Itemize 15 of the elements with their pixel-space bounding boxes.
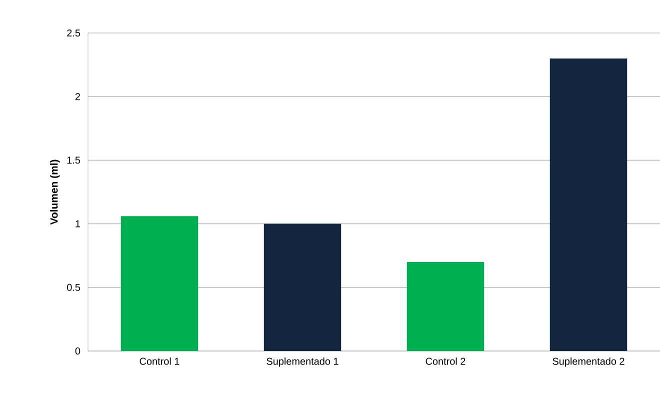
x-tick-label: Suplementado 1 bbox=[266, 358, 338, 367]
bar bbox=[550, 58, 628, 351]
y-tick-label: 2 bbox=[75, 93, 80, 100]
x-tick-label: Control 1 bbox=[140, 358, 180, 365]
y-tick-label: 1.5 bbox=[67, 156, 80, 164]
y-axis-title: Volumen (ml) bbox=[50, 160, 60, 225]
x-tick-label: Control 2 bbox=[426, 358, 466, 365]
y-tick-label: 1 bbox=[76, 220, 80, 228]
bar bbox=[264, 224, 342, 351]
bar bbox=[406, 262, 484, 351]
y-tick-label: 2.5 bbox=[67, 29, 80, 37]
x-tick-label: Suplementado 2 bbox=[552, 358, 624, 367]
y-tick-label: 0.5 bbox=[67, 284, 80, 291]
bar bbox=[120, 216, 198, 351]
y-tick-label: 0 bbox=[75, 347, 80, 355]
